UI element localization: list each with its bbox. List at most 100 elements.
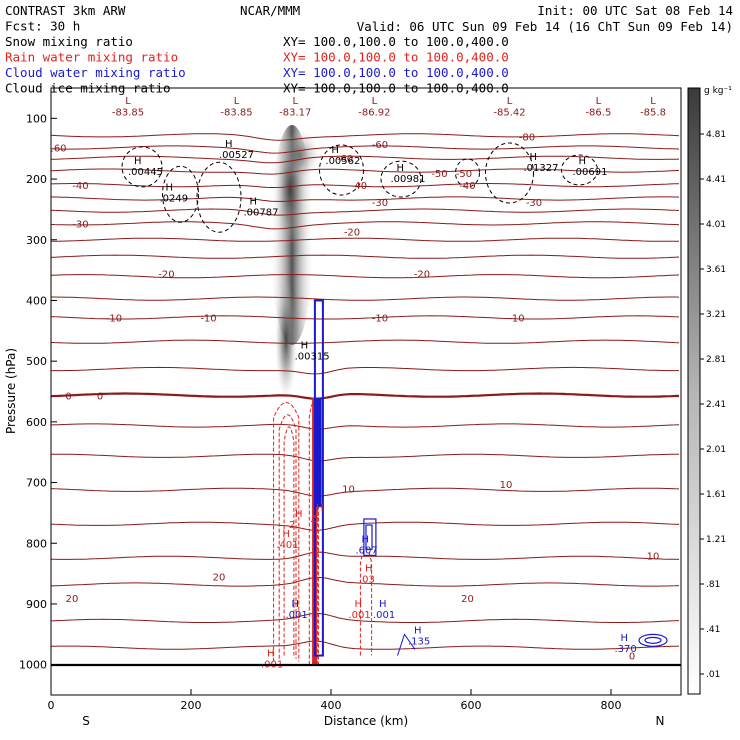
high-value: .0249 — [160, 193, 189, 204]
colorbar-tick-label: 4.41 — [706, 175, 726, 185]
temperature-label: 20 — [213, 573, 226, 584]
header-xy-line: XY= 100.0,100.0 to 100.0,400.0 — [283, 34, 509, 49]
temperature-label: -30 — [72, 219, 88, 230]
top-minimum-value: -86.92 — [358, 107, 390, 118]
high-value: .135 — [408, 637, 430, 648]
colorbar-tick-label: .41 — [706, 625, 720, 635]
y-tick-label: 900 — [26, 598, 47, 611]
colorbar-tick-label: 2.01 — [706, 445, 726, 455]
temperature-label: -60 — [337, 154, 353, 165]
colorbar-tick-label: 4.01 — [706, 220, 726, 230]
temperature-contour-line — [51, 521, 680, 531]
high-value: .607 — [356, 546, 378, 557]
high-value: .00787 — [244, 207, 279, 218]
temperature-label: -30 — [372, 198, 388, 209]
high-value: .401 — [276, 540, 298, 551]
high-value: .370 — [615, 644, 637, 655]
high-value: .01327 — [524, 163, 559, 174]
colorbar-tick-label: 3.21 — [706, 310, 726, 320]
temperature-label: -40 — [72, 181, 88, 192]
high-value: .001 — [286, 610, 308, 621]
low-marker: L — [596, 96, 602, 107]
colorbar-ticks: 4.81 4.41 4.01 3.61 3.21 2.81 2.41 2.01 1.61 1.21… — [700, 130, 726, 680]
temperature-label: 10 — [647, 551, 660, 562]
low-marker: L — [507, 96, 513, 107]
low-marker: L — [125, 96, 131, 107]
x-axis-ticks: 0 200 400 600 800 — [48, 689, 622, 712]
cloud-ice-contours — [121, 142, 598, 233]
header-left-line: CONTRAST 3km ARW — [5, 3, 126, 18]
high-marker: H — [355, 599, 363, 610]
high-marker: H — [316, 503, 324, 514]
high-marker: H — [134, 156, 142, 167]
cloud-ice-contour — [319, 144, 364, 196]
high-marker: H — [250, 196, 258, 207]
cloud-water-contour — [313, 299, 324, 657]
colorbar-tick-label: 2.81 — [706, 355, 726, 365]
low-marker: L — [293, 96, 299, 107]
header-left-line: Fcst: 30 h — [5, 19, 80, 34]
high-value: .00445 — [128, 167, 163, 178]
top-minimum-value: -86.5 — [585, 107, 611, 118]
cloud-water-contour — [365, 524, 373, 550]
temperature-contour-line — [51, 274, 680, 279]
high-marker: H — [379, 599, 387, 610]
y-tick-label: 400 — [26, 294, 47, 307]
plot-area: -160 -40 -30 -20 -10 -10 0 0 -20 -30 -30 -80 -20 -10 -… — [51, 96, 680, 671]
temperature-label: -20 — [344, 227, 360, 238]
temperature-contour-line — [51, 145, 680, 154]
high-marker: H — [365, 564, 373, 575]
temperature-labels: -160 -40 -30 -20 -10 -10 0 0 -20 -30 -30 -80 -20 -10 -… — [51, 133, 660, 663]
rain-water-contour — [283, 426, 295, 656]
x-axis-right-end-label: N — [656, 714, 665, 728]
cloud-water-contours — [313, 299, 668, 657]
colorbar-tick-label: 4.81 — [706, 130, 726, 140]
temperature-contour-line — [51, 612, 680, 623]
temperature-contour-line — [51, 453, 680, 462]
temperature-contour-line — [51, 221, 680, 230]
temperature-contour-line — [51, 487, 680, 497]
high-marker: H — [292, 599, 300, 610]
cloud-ice-contour — [380, 160, 422, 198]
colorbar — [687, 87, 701, 695]
cloud-ice-contour — [561, 154, 598, 186]
x-tick-label: 200 — [181, 699, 202, 712]
temperature-contour-line — [51, 208, 680, 216]
x-tick-label: 800 — [601, 699, 622, 712]
x-axis-label: Distance (km) — [324, 714, 408, 728]
header-left-line: Rain water mixing ratio — [5, 50, 178, 65]
cloud-water-contour — [644, 636, 662, 644]
temperature-contour-line — [51, 423, 680, 430]
colorbar-tick-label: 1.21 — [706, 535, 726, 545]
cloud-water-contour — [363, 518, 377, 556]
x-tick-label: 0 — [48, 699, 55, 712]
temperature-contour-line — [51, 237, 680, 242]
high-marker: H — [621, 633, 629, 644]
high-marker: H — [267, 649, 275, 660]
temperature-contour-line — [51, 254, 680, 259]
temperature-label: -10 — [106, 313, 122, 324]
temperature-label: -50 — [456, 169, 472, 180]
cloud-water-contour — [638, 633, 668, 647]
high-marker: H — [414, 626, 422, 637]
colorbar-unit: g kg⁻¹ — [704, 86, 732, 96]
temperature-contour-line — [51, 133, 680, 141]
cloud-ice-contour — [455, 158, 480, 188]
rain-water-contour — [278, 414, 297, 659]
high-marker: H — [530, 152, 538, 163]
header-center-title: NCAR/MMM — [240, 3, 300, 18]
rain-water-contour — [273, 402, 300, 662]
x-tick-label: 600 — [461, 699, 482, 712]
temperature-contour-line — [51, 183, 680, 188]
header-init-time: Init: 00 UTC Sat 08 Feb 14 — [537, 3, 733, 18]
temperature-label: -20 — [414, 270, 430, 281]
temperature-label: -40 — [351, 181, 367, 192]
y-tick-label: 1000 — [19, 659, 47, 672]
cloud-ice-contour — [196, 161, 242, 233]
temperature-label: 0 — [629, 652, 635, 663]
y-axis-label: Pressure (hPa) — [4, 348, 18, 434]
temperature-label: -10 — [508, 313, 524, 324]
temperature-label: -10 — [200, 313, 216, 324]
temperature-label: -40 — [459, 181, 475, 192]
y-tick-label: 200 — [26, 173, 47, 186]
